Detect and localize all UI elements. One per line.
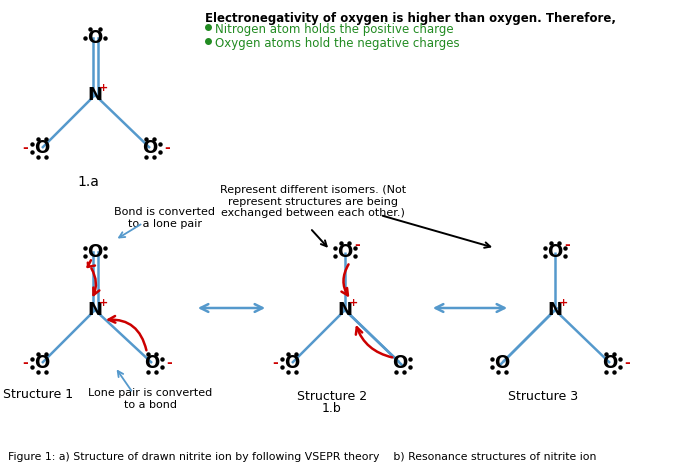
- Text: 1.a: 1.a: [77, 175, 99, 189]
- Text: Figure 1: a) Structure of drawn nitrite ion by following VSEPR theory    b) Reso: Figure 1: a) Structure of drawn nitrite …: [8, 452, 596, 462]
- Text: N: N: [337, 301, 353, 319]
- Text: N: N: [547, 301, 563, 319]
- Text: Represent different isomers. (Not
represent structures are being
exchanged betwe: Represent different isomers. (Not repres…: [220, 185, 406, 218]
- FancyArrowPatch shape: [92, 269, 99, 295]
- Text: Structure 1: Structure 1: [3, 388, 73, 401]
- Text: Bond is converted
to a lone pair: Bond is converted to a lone pair: [115, 207, 216, 229]
- Text: -: -: [564, 238, 570, 252]
- Text: O: O: [34, 354, 50, 372]
- Text: O: O: [88, 29, 103, 47]
- Text: Electronegativity of oxygen is higher than oxygen. Therefore,: Electronegativity of oxygen is higher th…: [205, 12, 616, 25]
- Text: +: +: [99, 83, 108, 93]
- Text: +: +: [99, 298, 108, 308]
- FancyArrowPatch shape: [88, 260, 95, 267]
- Text: N: N: [88, 86, 102, 104]
- Text: O: O: [284, 354, 300, 372]
- Text: -: -: [354, 238, 360, 252]
- Text: -: -: [166, 356, 172, 370]
- Text: -: -: [22, 141, 28, 155]
- Text: 1.b: 1.b: [322, 402, 342, 415]
- Text: O: O: [144, 354, 160, 372]
- Text: N: N: [88, 301, 102, 319]
- Text: +: +: [559, 298, 568, 308]
- Text: O: O: [337, 243, 353, 261]
- Text: -: -: [22, 356, 28, 370]
- Text: O: O: [88, 243, 103, 261]
- Text: -: -: [272, 356, 278, 370]
- Text: O: O: [34, 139, 50, 157]
- Text: -: -: [164, 141, 170, 155]
- FancyArrowPatch shape: [342, 264, 349, 295]
- FancyArrowPatch shape: [356, 327, 392, 357]
- Text: Lone pair is converted
to a bond: Lone pair is converted to a bond: [88, 388, 212, 410]
- Text: -: -: [624, 356, 630, 370]
- FancyArrowPatch shape: [108, 316, 146, 350]
- Text: +: +: [349, 298, 358, 308]
- Text: Structure 2: Structure 2: [297, 390, 367, 403]
- Text: Structure 3: Structure 3: [508, 390, 578, 403]
- Text: O: O: [142, 139, 158, 157]
- Text: O: O: [603, 354, 617, 372]
- Text: O: O: [547, 243, 563, 261]
- Text: Nitrogen atom holds the positive charge: Nitrogen atom holds the positive charge: [215, 23, 454, 36]
- Text: O: O: [393, 354, 407, 372]
- Text: O: O: [494, 354, 510, 372]
- Text: Oxygen atoms hold the negative charges: Oxygen atoms hold the negative charges: [215, 37, 460, 50]
